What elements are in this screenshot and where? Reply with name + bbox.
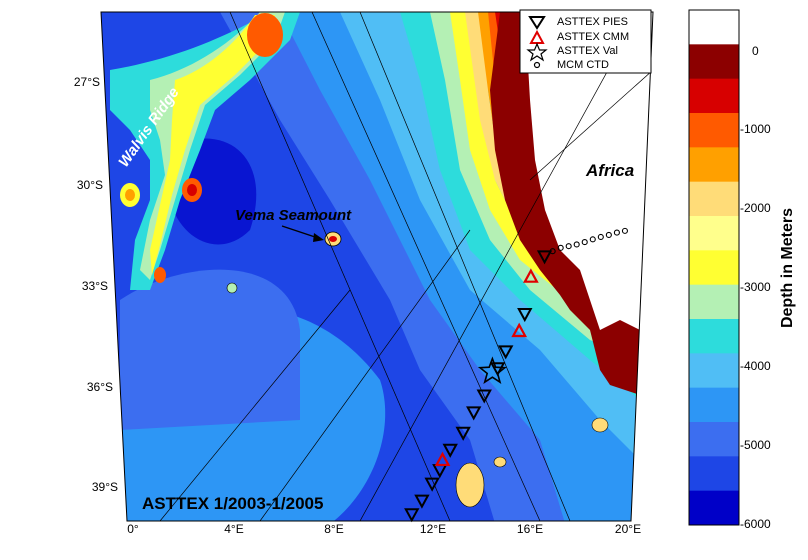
vema-arrow	[281, 225, 319, 239]
colorbar-tick: 0	[752, 44, 759, 58]
colorbar-swatch	[689, 10, 739, 45]
colorbar-swatch	[689, 216, 739, 251]
colorbar-swatch	[689, 113, 739, 148]
lon-tick: 4°E	[224, 522, 243, 536]
vema-arrowhead	[313, 233, 324, 242]
colorbar-tick: -1000	[740, 122, 771, 136]
ctd-station-circle	[557, 244, 564, 251]
lat-tick: 27°S	[74, 75, 100, 89]
longitude-ticks: 0° 4°E 8°E 12°E 16°E 20°E	[127, 522, 641, 536]
lat-tick: 30°S	[77, 178, 103, 192]
colorbar-ticks: 0 -1000 -2000 -3000 -4000 -5000 -6000	[740, 44, 771, 531]
lat-tick: 39°S	[92, 480, 118, 494]
pies-site-marker	[424, 477, 440, 492]
legend-label-ctd: MCM CTD	[557, 59, 609, 71]
cmm-site-marker	[434, 451, 451, 467]
colorbar-swatch	[689, 284, 739, 320]
colorbar-swatch	[689, 181, 739, 217]
pies-site-marker	[455, 426, 471, 441]
val-star-legend-icon	[526, 42, 548, 62]
pies-legend-icon	[528, 16, 546, 30]
cmm-site-marker	[511, 322, 528, 338]
lon-tick: 8°E	[324, 522, 343, 536]
lon-tick: 20°E	[615, 522, 641, 536]
colorbar-swatch	[689, 250, 739, 286]
pies-site-marker	[442, 443, 458, 458]
colorbar-tick: -2000	[740, 201, 771, 215]
lat-tick: 33°S	[82, 279, 108, 293]
bathymetry-map	[101, 12, 653, 521]
pies-site-marker	[466, 406, 482, 421]
colorbar-frame	[688, 9, 740, 526]
pies-site-marker	[517, 308, 533, 323]
colorbar-swatch	[689, 456, 739, 492]
colorbar-swatch	[689, 78, 739, 114]
colorbar-swatch	[689, 490, 739, 526]
legend-label-cmm: ASTTEX CMM	[557, 31, 629, 43]
colorbar-swatch	[689, 387, 739, 423]
colorbar-swatch	[689, 353, 739, 389]
ctd-station-circle	[581, 239, 588, 246]
legend-label-pies: ASTTEX PIES	[557, 16, 628, 28]
colorbar-tick: -6000	[740, 517, 771, 531]
ctd-station-circle	[605, 231, 612, 238]
colorbar: 0 -1000 -2000 -3000 -4000 -5000 -6000 De…	[688, 9, 796, 531]
africa-label: Africa	[585, 161, 634, 180]
legend-label-val: ASTTEX Val	[557, 45, 618, 57]
val-site-star	[477, 356, 507, 385]
colorbar-swatch	[689, 319, 739, 354]
legend: ASTTEX PIES ASTTEX CMM ASTTEX Val MCM CT…	[519, 9, 652, 74]
pies-site-marker	[498, 345, 514, 360]
vema-seamount-label: Vema Seamount	[235, 207, 352, 224]
cmm-site-marker	[523, 268, 539, 283]
ctd-station-circle	[621, 227, 628, 234]
colorbar-swatch	[689, 44, 739, 80]
lon-tick: 12°E	[420, 522, 446, 536]
ctd-station-circle	[565, 243, 572, 250]
colorbar-tick: -5000	[740, 438, 771, 452]
station-markers	[404, 227, 628, 523]
pies-site-marker	[536, 250, 553, 265]
pies-site-marker	[404, 508, 420, 523]
colorbar-label: Depth in Meters	[779, 208, 796, 328]
lon-tick: 0°	[127, 522, 139, 536]
colorbar-swatch	[689, 422, 739, 457]
lon-tick: 16°E	[517, 522, 543, 536]
map-frame	[100, 11, 654, 522]
pies-site-marker	[414, 494, 430, 509]
ctd-station-circle	[597, 233, 604, 241]
pies-site-marker	[476, 389, 492, 404]
ctd-station-circle	[589, 236, 596, 243]
figure-title: ASTTEX 1/2003-1/2005	[142, 494, 323, 513]
colorbar-swatch	[689, 147, 739, 183]
ctd-station-circle	[573, 241, 580, 248]
lat-tick: 36°S	[87, 380, 113, 394]
pies-site-marker	[489, 362, 506, 377]
ctd-station-circle	[613, 229, 620, 236]
latitude-ticks: 27°S 30°S 33°S 36°S 39°S	[74, 75, 118, 494]
colorbar-tick: -4000	[740, 359, 771, 373]
ctd-circle-legend-icon	[533, 61, 541, 69]
colorbar-tick: -3000	[740, 280, 771, 294]
